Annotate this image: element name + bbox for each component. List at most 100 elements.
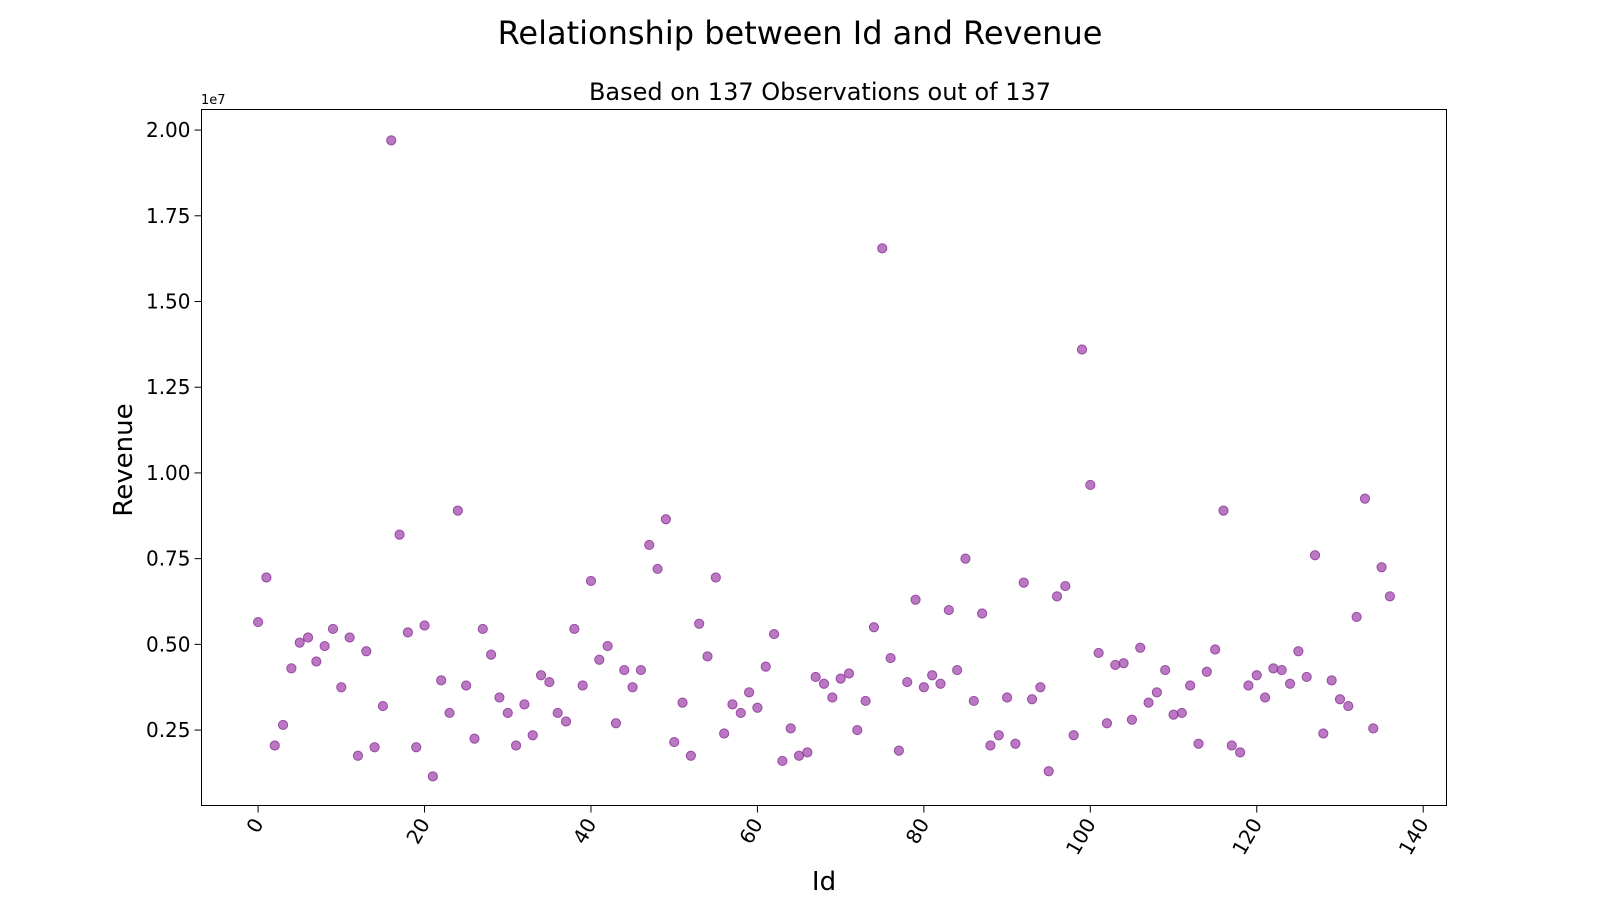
data-point [768, 628, 780, 640]
data-point [1085, 479, 1096, 491]
data-point [1126, 714, 1138, 725]
data-point [918, 682, 929, 693]
data-point [943, 604, 954, 616]
data-point [852, 724, 863, 736]
data-point [735, 707, 746, 719]
data-point [1368, 723, 1379, 734]
data-point [652, 563, 663, 575]
data-point [1076, 344, 1088, 355]
y-axis-label: Revenue [109, 403, 139, 516]
data-point [860, 695, 871, 707]
data-point [677, 697, 688, 708]
data-point [1043, 766, 1054, 777]
data-point [777, 755, 788, 767]
data-point [394, 529, 405, 540]
data-point [1301, 671, 1312, 683]
data-point [436, 675, 447, 686]
data-point [1343, 700, 1354, 712]
data-point [827, 692, 838, 703]
data-point [1143, 697, 1154, 708]
x-tick-label: 60 [734, 814, 768, 848]
data-point [785, 723, 796, 734]
data-point [935, 678, 946, 689]
data-point [286, 663, 297, 674]
x-tick-label: 40 [568, 814, 602, 848]
data-point [960, 553, 971, 564]
data-point [1309, 550, 1321, 561]
data-point [760, 661, 771, 672]
x-axis-ticks: 0 20 40 60 80 100 120 140 [241, 805, 1434, 859]
x-tick-label: 20 [401, 814, 435, 848]
data-point [1326, 675, 1337, 686]
data-point [344, 632, 355, 643]
data-point [1060, 580, 1071, 592]
data-point [835, 673, 846, 684]
data-point [1051, 591, 1063, 602]
data-point [952, 664, 963, 676]
y-tick-label: 1.00 [146, 461, 191, 485]
data-point [594, 654, 605, 665]
x-tick-label: 0 [241, 814, 268, 837]
data-point [1001, 692, 1013, 703]
data-point [252, 616, 264, 628]
data-point [352, 750, 364, 761]
y-tick-label: 1.50 [146, 290, 191, 314]
data-point [577, 680, 588, 691]
data-point [1176, 707, 1187, 719]
data-point [669, 736, 680, 748]
data-point [461, 680, 472, 691]
data-point [927, 670, 938, 681]
y-tick-label: 0.75 [146, 547, 191, 571]
data-point [1010, 738, 1021, 749]
data-point [1093, 647, 1104, 659]
chart-title: Relationship between Id and Revenue [498, 14, 1103, 52]
data-point [494, 692, 505, 703]
data-point [302, 632, 314, 643]
data-point [1334, 694, 1346, 705]
data-point [802, 747, 813, 758]
data-point [1151, 687, 1162, 698]
data-point [527, 730, 538, 741]
data-point [585, 575, 597, 587]
data-point [1110, 659, 1121, 671]
data-point [610, 718, 622, 729]
data-point [627, 682, 638, 693]
data-point [702, 651, 713, 662]
x-tick-label: 120 [1227, 814, 1267, 859]
data-point [719, 728, 730, 739]
data-point [419, 620, 430, 631]
data-point [361, 646, 372, 657]
data-point [1226, 740, 1237, 751]
data-point [502, 707, 513, 719]
x-tick-label: 140 [1394, 814, 1434, 859]
data-point [1185, 680, 1196, 691]
data-point [810, 671, 821, 683]
data-point [1068, 730, 1079, 741]
data-points [252, 135, 1396, 782]
data-point [1251, 670, 1262, 681]
data-point [843, 668, 855, 679]
data-point [893, 745, 904, 756]
y-offset-label: 1e7 [201, 93, 226, 108]
data-point [793, 750, 805, 761]
data-point [544, 676, 555, 688]
data-point [552, 707, 563, 719]
data-point [968, 695, 979, 707]
data-point [1135, 642, 1146, 653]
data-point [877, 243, 888, 254]
data-point [319, 640, 330, 652]
data-point [560, 716, 572, 727]
x-tick-label: 80 [901, 814, 935, 848]
data-point [311, 656, 322, 667]
y-tick-label: 0.25 [146, 718, 191, 742]
data-point [694, 618, 705, 629]
data-point [1026, 694, 1038, 705]
data-point [818, 678, 830, 689]
data-point [1318, 728, 1329, 739]
data-point [1259, 692, 1271, 703]
data-point [261, 572, 272, 583]
data-point [386, 135, 397, 146]
data-point [1193, 738, 1204, 749]
data-point [402, 627, 413, 638]
